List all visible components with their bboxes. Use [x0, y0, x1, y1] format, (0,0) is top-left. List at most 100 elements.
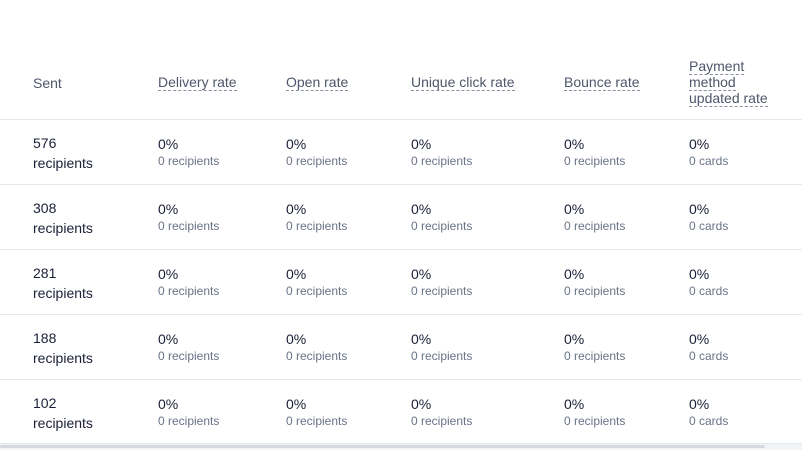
open-rate-value: 0%	[286, 266, 307, 282]
column-header-open-rate[interactable]: Open rate	[286, 0, 349, 119]
delivery-rate-count: 0 recipients	[158, 349, 220, 363]
open-rate-value: 0%	[286, 201, 307, 217]
column-header-sent-label: Sent	[33, 75, 62, 91]
click-rate-cell: 0% 0 recipients	[411, 198, 472, 234]
bounce-rate-count: 0 recipients	[564, 414, 626, 428]
sent-unit: recipients	[33, 285, 93, 301]
sent-count: 576	[33, 135, 57, 151]
table-row[interactable]: 576 recipients 0% 0 recipients 0% 0 reci…	[0, 120, 802, 185]
click-rate-value: 0%	[411, 396, 432, 412]
click-rate-value: 0%	[411, 201, 432, 217]
table-row[interactable]: 281 recipients 0% 0 recipients 0% 0 reci…	[0, 250, 802, 315]
open-rate-count: 0 recipients	[286, 349, 348, 363]
column-header-payment-line1[interactable]: Payment	[689, 58, 745, 75]
delivery-rate-value: 0%	[158, 136, 179, 152]
delivery-rate-value: 0%	[158, 331, 179, 347]
delivery-rate-cell: 0% 0 recipients	[158, 133, 219, 169]
click-rate-count: 0 recipients	[411, 414, 473, 428]
bounce-rate-cell: 0% 0 recipients	[564, 133, 625, 169]
table-header: Sent Delivery rate Open rate Unique clic…	[0, 0, 802, 120]
sent-unit: recipients	[33, 155, 93, 171]
table-row[interactable]: 308 recipients 0% 0 recipients 0% 0 reci…	[0, 185, 802, 250]
payment-rate-count: 0 cards	[689, 284, 729, 298]
payment-rate-cell: 0% 0 cards	[689, 133, 728, 169]
column-header-open-rate-label[interactable]: Open rate	[286, 74, 349, 91]
click-rate-value: 0%	[411, 331, 432, 347]
open-rate-count: 0 recipients	[286, 219, 348, 233]
open-rate-count: 0 recipients	[286, 414, 348, 428]
open-rate-cell: 0% 0 recipients	[286, 133, 347, 169]
click-rate-count: 0 recipients	[411, 284, 473, 298]
bounce-rate-cell: 0% 0 recipients	[564, 393, 625, 429]
delivery-rate-value: 0%	[158, 266, 179, 282]
open-rate-count: 0 recipients	[286, 154, 348, 168]
click-rate-cell: 0% 0 recipients	[411, 393, 472, 429]
open-rate-value: 0%	[286, 136, 307, 152]
open-rate-count: 0 recipients	[286, 284, 348, 298]
bounce-rate-count: 0 recipients	[564, 154, 626, 168]
bounce-rate-count: 0 recipients	[564, 219, 626, 233]
payment-rate-count: 0 cards	[689, 219, 729, 233]
sent-unit: recipients	[33, 415, 93, 431]
bounce-rate-cell: 0% 0 recipients	[564, 198, 625, 234]
bounce-rate-count: 0 recipients	[564, 284, 626, 298]
column-header-payment-line3[interactable]: updated rate	[689, 90, 768, 107]
delivery-rate-value: 0%	[158, 201, 179, 217]
column-header-payment-method-updated-rate[interactable]: Payment method updated rate	[689, 0, 789, 119]
click-rate-count: 0 recipients	[411, 219, 473, 233]
bounce-rate-value: 0%	[564, 136, 585, 152]
bounce-rate-value: 0%	[564, 201, 585, 217]
payment-rate-count: 0 cards	[689, 349, 729, 363]
column-header-bounce-rate[interactable]: Bounce rate	[564, 0, 640, 119]
sent-count: 188	[33, 330, 57, 346]
payment-rate-value: 0%	[689, 266, 710, 282]
sent-cell: 308 recipients	[33, 198, 93, 238]
sent-cell: 102 recipients	[33, 393, 93, 433]
click-rate-value: 0%	[411, 266, 432, 282]
click-rate-count: 0 recipients	[411, 349, 473, 363]
sent-count: 102	[33, 395, 57, 411]
payment-rate-cell: 0% 0 cards	[689, 393, 728, 429]
open-rate-value: 0%	[286, 396, 307, 412]
column-header-delivery-rate-label[interactable]: Delivery rate	[158, 74, 237, 91]
bounce-rate-cell: 0% 0 recipients	[564, 263, 625, 299]
payment-rate-value: 0%	[689, 396, 710, 412]
column-header-delivery-rate[interactable]: Delivery rate	[158, 0, 237, 119]
scrollbar-thumb[interactable]	[0, 445, 765, 448]
sent-unit: recipients	[33, 350, 93, 366]
click-rate-cell: 0% 0 recipients	[411, 263, 472, 299]
table-row[interactable]: 102 recipients 0% 0 recipients 0% 0 reci…	[0, 380, 802, 445]
bounce-rate-value: 0%	[564, 396, 585, 412]
bounce-rate-value: 0%	[564, 266, 585, 282]
open-rate-cell: 0% 0 recipients	[286, 198, 347, 234]
column-header-bounce-rate-label[interactable]: Bounce rate	[564, 74, 640, 91]
column-header-unique-click-rate-label[interactable]: Unique click rate	[411, 74, 515, 91]
column-header-unique-click-rate[interactable]: Unique click rate	[411, 0, 515, 119]
open-rate-cell: 0% 0 recipients	[286, 328, 347, 364]
sent-count: 308	[33, 200, 57, 216]
payment-rate-cell: 0% 0 cards	[689, 198, 728, 234]
sent-cell: 188 recipients	[33, 328, 93, 368]
sent-cell: 281 recipients	[33, 263, 93, 303]
delivery-rate-cell: 0% 0 recipients	[158, 328, 219, 364]
delivery-rate-value: 0%	[158, 396, 179, 412]
delivery-rate-cell: 0% 0 recipients	[158, 198, 219, 234]
delivery-rate-cell: 0% 0 recipients	[158, 263, 219, 299]
click-rate-count: 0 recipients	[411, 154, 473, 168]
click-rate-cell: 0% 0 recipients	[411, 328, 472, 364]
horizontal-scrollbar[interactable]	[0, 443, 802, 450]
payment-rate-count: 0 cards	[689, 154, 729, 168]
bounce-rate-value: 0%	[564, 331, 585, 347]
click-rate-value: 0%	[411, 136, 432, 152]
click-rate-cell: 0% 0 recipients	[411, 133, 472, 169]
sent-count: 281	[33, 265, 57, 281]
payment-rate-value: 0%	[689, 331, 710, 347]
payment-rate-cell: 0% 0 cards	[689, 263, 728, 299]
column-header-sent: Sent	[33, 0, 62, 119]
table-row[interactable]: 188 recipients 0% 0 recipients 0% 0 reci…	[0, 315, 802, 380]
sent-cell: 576 recipients	[33, 133, 93, 173]
payment-rate-value: 0%	[689, 201, 710, 217]
column-header-payment-line2[interactable]: method	[689, 74, 736, 91]
payment-rate-count: 0 cards	[689, 414, 729, 428]
bounce-rate-cell: 0% 0 recipients	[564, 328, 625, 364]
